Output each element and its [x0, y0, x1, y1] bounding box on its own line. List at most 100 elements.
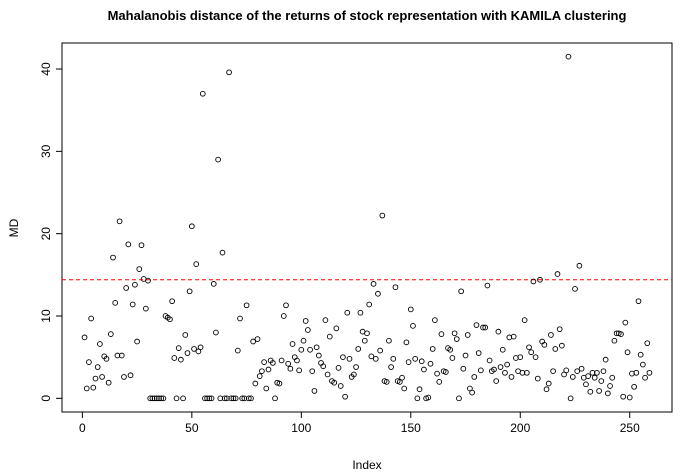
point: [309, 368, 316, 375]
point: [604, 390, 611, 397]
point: [495, 328, 502, 335]
point: [107, 331, 114, 337]
point: [375, 290, 381, 297]
point: [278, 357, 285, 364]
point: [451, 330, 458, 337]
point: [372, 355, 379, 362]
point: [243, 302, 250, 309]
point: [193, 261, 200, 267]
y-tick-label: 30: [39, 144, 53, 158]
point: [480, 324, 486, 331]
x-tick-label: 250: [620, 421, 640, 435]
point: [342, 393, 348, 400]
x-axis-label: Index: [352, 458, 381, 472]
point: [285, 360, 292, 367]
point: [134, 338, 140, 345]
point: [637, 351, 644, 358]
point: [116, 218, 123, 225]
point: [112, 299, 119, 306]
point: [86, 359, 92, 365]
y-tick-label: 10: [39, 309, 53, 323]
point: [449, 355, 456, 361]
point: [364, 330, 370, 337]
x-tick-label: 0: [79, 421, 86, 435]
point: [123, 285, 130, 291]
point: [226, 69, 232, 76]
point: [379, 212, 386, 219]
point: [180, 395, 186, 402]
point: [280, 313, 287, 319]
x-tick-label: 200: [510, 421, 530, 435]
point: [322, 317, 329, 323]
point: [125, 241, 132, 248]
point: [250, 338, 256, 345]
point: [305, 327, 311, 333]
point: [296, 367, 302, 374]
point: [333, 325, 340, 332]
point: [427, 360, 434, 367]
point: [248, 395, 254, 402]
point: [392, 284, 399, 291]
point: [532, 354, 539, 361]
point: [407, 306, 414, 313]
point: [383, 379, 390, 385]
point: [412, 355, 419, 362]
point: [576, 262, 583, 269]
point: [276, 380, 283, 387]
point: [143, 305, 149, 312]
point: [585, 373, 591, 379]
point: [94, 364, 101, 370]
point: [232, 395, 239, 402]
point: [361, 337, 368, 344]
point: [191, 346, 197, 352]
point: [197, 344, 204, 351]
point: [432, 317, 438, 323]
point: [132, 281, 138, 288]
point: [261, 359, 267, 365]
point: [473, 322, 480, 328]
point: [90, 384, 97, 391]
point: [234, 347, 241, 354]
point: [88, 315, 94, 322]
point: [81, 334, 88, 341]
point: [633, 369, 640, 376]
point: [559, 342, 565, 349]
point: [206, 395, 213, 402]
point: [523, 369, 530, 376]
point: [436, 379, 443, 385]
point: [482, 324, 489, 331]
point: [171, 355, 178, 361]
point: [99, 374, 105, 380]
point: [326, 333, 333, 340]
point: [429, 346, 436, 352]
point: [331, 379, 338, 386]
point: [499, 346, 506, 353]
point: [447, 346, 454, 353]
point: [210, 281, 217, 287]
point: [460, 365, 467, 372]
point: [635, 298, 642, 305]
point: [377, 347, 383, 354]
point: [572, 285, 578, 292]
point: [366, 301, 373, 308]
point: [442, 369, 449, 375]
point: [569, 374, 576, 380]
point: [315, 352, 322, 359]
point: [294, 357, 300, 364]
point: [574, 368, 581, 375]
point: [270, 360, 276, 366]
point: [508, 374, 515, 380]
point: [97, 341, 103, 347]
point: [421, 366, 427, 373]
point: [578, 365, 585, 372]
point: [178, 356, 184, 363]
point: [110, 254, 116, 261]
point: [272, 395, 278, 402]
point: [160, 395, 167, 402]
point: [418, 358, 425, 365]
point: [550, 368, 556, 375]
point: [335, 365, 342, 371]
point: [611, 337, 618, 344]
point: [405, 359, 412, 365]
point: [208, 395, 215, 402]
